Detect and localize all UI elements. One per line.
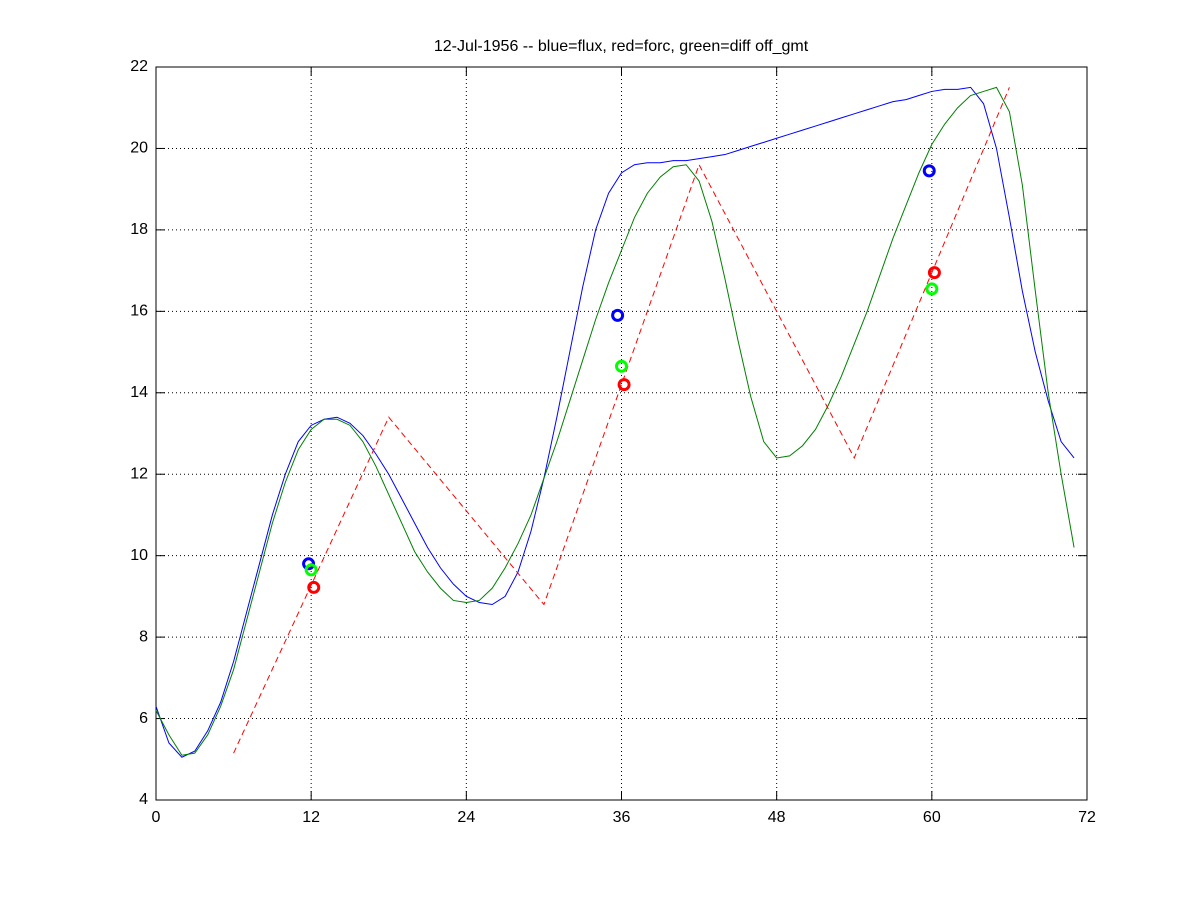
x-tick-label: 72 — [1078, 809, 1096, 826]
x-tick-label: 36 — [613, 809, 631, 826]
marker — [615, 359, 628, 373]
marker — [307, 580, 321, 594]
axes-box — [155, 66, 1088, 801]
y-tick-label: 18 — [130, 221, 148, 238]
marker — [302, 557, 316, 571]
y-tick-label: 14 — [130, 384, 148, 401]
plot-area — [156, 67, 1087, 800]
y-tick-label: 22 — [130, 58, 148, 75]
y-tick-label: 8 — [139, 628, 148, 645]
x-tick-label: 48 — [768, 809, 786, 826]
marker — [611, 308, 625, 322]
marker — [925, 282, 939, 296]
series-line — [155, 86, 1075, 756]
marker — [927, 266, 941, 280]
y-tick-label: 6 — [139, 710, 148, 727]
series-line — [155, 86, 1075, 758]
marker — [617, 378, 631, 392]
y-tick-label: 4 — [139, 791, 148, 808]
x-tick-label: 0 — [152, 809, 161, 826]
marker — [922, 164, 936, 178]
y-tick-label: 10 — [130, 547, 148, 564]
x-tick-label: 60 — [923, 809, 941, 826]
y-tick-label: 12 — [130, 465, 148, 482]
x-tick-label: 12 — [302, 809, 320, 826]
chart-title: 12-Jul-1956 -- blue=flux, red=forc, gree… — [434, 38, 809, 55]
marker — [304, 563, 318, 577]
y-tick-label: 20 — [130, 140, 148, 157]
x-tick-label: 24 — [457, 809, 475, 826]
y-tick-label: 16 — [130, 303, 148, 320]
